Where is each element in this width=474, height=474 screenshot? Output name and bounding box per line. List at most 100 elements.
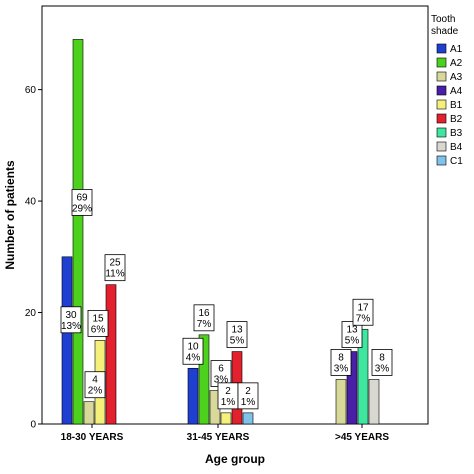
data-label-count: 17 xyxy=(357,302,369,313)
bar xyxy=(198,334,210,425)
legend-label: B2 xyxy=(450,114,463,125)
legend-title-second-line: shade xyxy=(431,26,459,37)
legend-swatch xyxy=(436,57,447,68)
data-label: 104% xyxy=(182,337,204,365)
y-axis-ticks: 0 20 40 60 xyxy=(25,85,42,431)
data-label-count: 6 xyxy=(218,364,224,375)
bar xyxy=(242,412,254,425)
data-label-count: 4 xyxy=(92,375,98,386)
y-tick-label: 20 xyxy=(25,308,37,319)
legend-title: Tooth xyxy=(431,14,455,25)
data-label: 42% xyxy=(84,371,106,399)
data-label-percent: 7% xyxy=(356,313,371,324)
legend-label: A1 xyxy=(450,44,463,55)
legend-label: A4 xyxy=(450,86,463,97)
data-label-percent: 7% xyxy=(197,319,212,330)
x-tick-label: 31-45 YEARS xyxy=(187,432,250,443)
bar xyxy=(105,284,117,425)
legend-label: B3 xyxy=(450,128,463,139)
legend-swatch xyxy=(436,99,447,110)
data-label-count: 69 xyxy=(76,192,88,203)
data-label-percent: 3% xyxy=(214,375,229,386)
data-label-count: 13 xyxy=(346,325,358,336)
data-label-box xyxy=(352,298,374,326)
legend: Tooth shade A1 A2 A3 A4 B1 B2 B3 B4 C1 xyxy=(431,14,463,167)
data-labels: 3013%6929%42%156%2511%104%167%63%21%135%… xyxy=(60,189,393,410)
data-label-percent: 5% xyxy=(230,336,245,347)
data-label-percent: 1% xyxy=(241,397,256,408)
y-axis-title: Number of patients xyxy=(3,160,17,270)
bar xyxy=(187,367,199,425)
bar xyxy=(83,401,95,425)
legend-swatch xyxy=(436,141,447,152)
legend-label: C1 xyxy=(450,156,463,167)
data-label: 21% xyxy=(217,382,239,410)
data-label-count: 16 xyxy=(198,308,210,319)
data-label-percent: 29% xyxy=(72,203,92,214)
y-tick-label: 60 xyxy=(25,85,37,96)
legend-label: B1 xyxy=(450,100,463,111)
data-label-percent: 2% xyxy=(88,386,103,397)
data-label: 177% xyxy=(352,298,374,326)
bar xyxy=(220,412,232,425)
data-label-percent: 3% xyxy=(334,363,349,374)
data-label-count: 30 xyxy=(65,310,77,321)
bar xyxy=(357,328,369,425)
data-label: 83% xyxy=(330,349,352,376)
legend-swatch xyxy=(436,71,447,82)
y-tick-label: 0 xyxy=(30,420,36,431)
data-label-box xyxy=(84,371,106,399)
legend-label: B4 xyxy=(450,142,463,153)
bar xyxy=(368,379,380,425)
x-tick-label: >45 YEARS xyxy=(335,432,389,443)
legend-swatch xyxy=(436,113,447,124)
data-label-count: 2 xyxy=(245,386,251,397)
data-label-box xyxy=(87,309,109,337)
legend-label: A2 xyxy=(450,58,463,69)
data-label-box xyxy=(226,321,248,348)
legend-swatch xyxy=(436,85,447,96)
data-label-count: 8 xyxy=(338,352,344,363)
data-label: 135% xyxy=(341,321,363,348)
legend-label: A3 xyxy=(450,72,463,83)
data-label-box xyxy=(237,382,259,410)
data-label-percent: 4% xyxy=(186,352,201,363)
data-label-percent: 5% xyxy=(345,336,360,347)
data-label-count: 15 xyxy=(92,313,104,324)
legend-swatch xyxy=(436,43,447,54)
x-axis-categories: 18-30 YEARS 31-45 YEARS >45 YEARS xyxy=(61,424,389,443)
legend-swatch xyxy=(436,127,447,138)
data-label-count: 2 xyxy=(225,386,231,397)
bar xyxy=(335,379,347,425)
data-label-count: 10 xyxy=(187,341,199,352)
data-label-box xyxy=(330,349,352,376)
legend-swatch xyxy=(436,155,447,166)
data-label-percent: 3% xyxy=(375,363,390,374)
data-label: 156% xyxy=(87,309,109,337)
data-label-count: 25 xyxy=(109,258,121,269)
data-label-box xyxy=(71,189,93,216)
data-label-percent: 13% xyxy=(61,321,81,332)
data-label-count: 8 xyxy=(379,352,385,363)
x-tick-label: 18-30 YEARS xyxy=(61,432,124,443)
data-label-box xyxy=(341,321,363,348)
data-label-box xyxy=(193,304,215,332)
data-label-box xyxy=(182,337,204,365)
bar xyxy=(346,351,358,425)
data-label: 83% xyxy=(371,349,393,376)
data-label-percent: 1% xyxy=(221,397,236,408)
data-label: 21% xyxy=(237,382,259,410)
y-tick-label: 40 xyxy=(25,197,37,208)
data-label: 167% xyxy=(193,304,215,332)
data-label-box xyxy=(60,306,82,334)
x-axis-title: Age group xyxy=(205,452,265,466)
data-label-percent: 6% xyxy=(91,324,106,335)
data-label: 135% xyxy=(226,321,248,348)
data-label-percent: 11% xyxy=(105,269,124,280)
bar xyxy=(61,256,73,425)
bar xyxy=(72,39,84,425)
